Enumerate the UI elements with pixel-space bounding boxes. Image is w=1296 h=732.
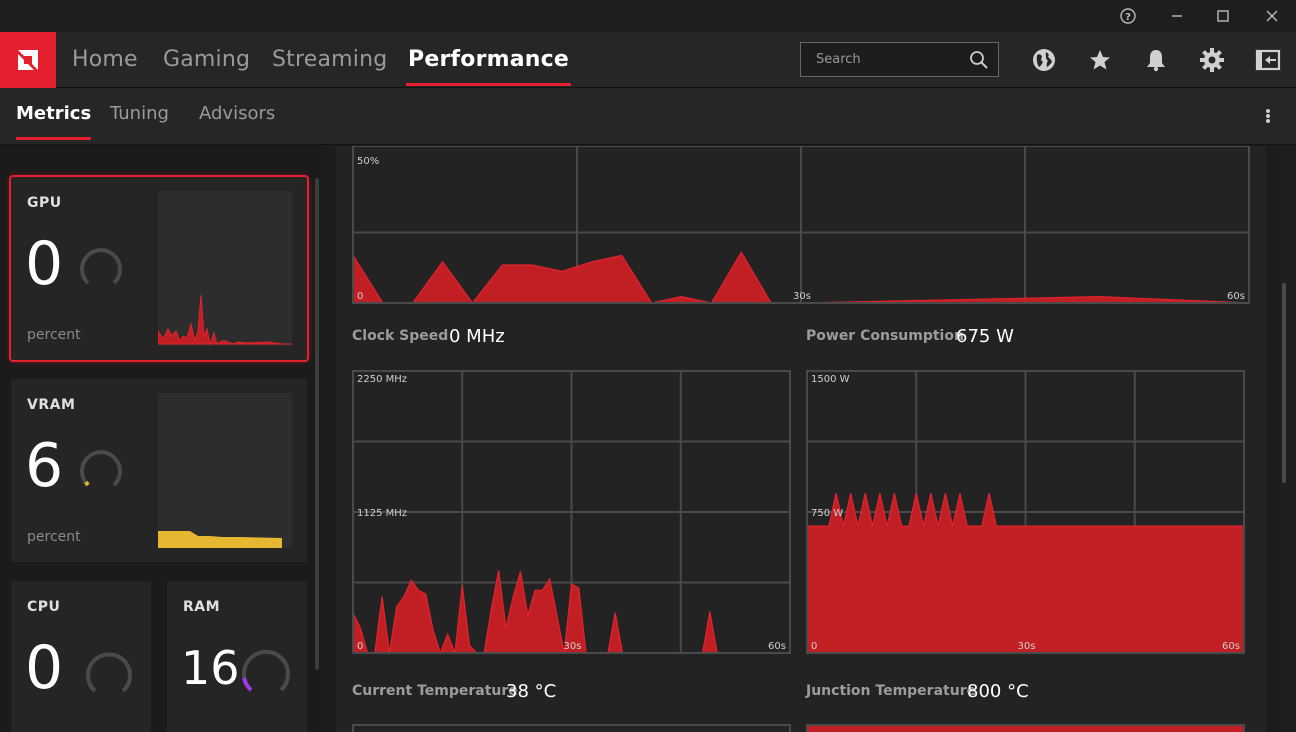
right-scrollbar[interactable] (1282, 283, 1286, 483)
current-temperature-chart (352, 724, 791, 732)
power-consumption-chart: 1500 W 750 W 0 30s 60s (806, 370, 1245, 654)
globe-icon[interactable] (1030, 46, 1058, 74)
gpu-value: 0 (25, 229, 64, 299)
series-area (352, 251, 1250, 304)
star-icon[interactable] (1086, 46, 1114, 74)
chart-border (352, 370, 791, 654)
current-temperature-label: Current Temperature (352, 683, 518, 699)
series-area (806, 493, 1245, 654)
junction-temperature-label: Junction Temperature (806, 683, 977, 699)
tab-advisors[interactable]: Advisors (199, 103, 276, 124)
amd-logo[interactable] (0, 32, 56, 88)
search-input[interactable]: Search (816, 52, 861, 67)
y-tick-label-top: 2250 MHz (357, 374, 407, 385)
nav-home[interactable]: Home (72, 47, 138, 72)
gpu-unit: percent (27, 327, 81, 343)
current-temperature-value: 38 °C (506, 681, 557, 702)
clock-speed-chart: 2250 MHz 1125 MHz 0 30s 60s (352, 370, 791, 654)
ram-card[interactable]: RAM 16 (167, 581, 307, 732)
clock-speed-value: 0 MHz (449, 326, 505, 347)
vram-unit: percent (27, 529, 81, 545)
gpu-gauge (80, 248, 122, 285)
junction-temperature-value: 800 °C (967, 681, 1029, 702)
chart-border (352, 146, 1250, 304)
x-tick-label-mid: 30s (1018, 641, 1036, 652)
gpu-utilization-chart: 50% 0 30s 60s (352, 146, 1250, 304)
power-consumption-label: Power Consumption (806, 328, 964, 344)
tab-tuning[interactable]: Tuning (110, 103, 169, 124)
more-options-icon[interactable] (1258, 104, 1278, 128)
gpu-card[interactable]: GPU 0 percent (9, 175, 309, 362)
sub-navigation: Metrics Tuning Advisors (0, 88, 1296, 145)
exit-icon[interactable] (1254, 46, 1282, 74)
nav-streaming[interactable]: Streaming (272, 47, 388, 72)
chart-border (806, 370, 1245, 654)
nav-performance[interactable]: Performance (405, 32, 572, 88)
vram-label: VRAM (27, 397, 76, 413)
nav-gaming[interactable]: Gaming (163, 47, 251, 72)
ram-label: RAM (183, 599, 221, 615)
tab-metrics[interactable]: Metrics (16, 103, 92, 140)
search-box[interactable]: Search (800, 42, 999, 77)
x-tick-label-mid: 30s (793, 291, 811, 302)
y-tick-label-middle: 1125 MHz (357, 508, 407, 519)
help-icon[interactable]: ? (1105, 0, 1151, 32)
x-tick-label-start: 0 (811, 641, 817, 652)
ram-value: 16 (181, 641, 240, 695)
y-tick-label-top: 1500 W (811, 374, 850, 385)
y-tick-label-middle: 750 W (811, 508, 843, 519)
title-bar: ? (0, 0, 1296, 32)
main-navigation: Home Gaming Streaming Performance Search (0, 32, 1296, 88)
vram-gauge (80, 450, 122, 487)
y-tick-label-top: 50% (357, 156, 379, 167)
x-tick-label-end: 60s (1227, 291, 1245, 302)
search-icon[interactable] (969, 50, 989, 74)
vram-value: 6 (25, 431, 64, 501)
x-tick-label-start: 0 (357, 291, 363, 302)
cpu-value: 0 (25, 633, 64, 703)
metric-cards-panel: GPU 0 percent VRAM 6 percent CPU 0 (0, 146, 322, 732)
bell-icon[interactable] (1142, 46, 1170, 74)
x-tick-label-start: 0 (357, 641, 363, 652)
x-tick-label-end: 60s (768, 641, 786, 652)
x-tick-label-mid: 30s (564, 641, 582, 652)
close-icon[interactable] (1249, 0, 1295, 32)
svg-text:?: ? (1125, 12, 1131, 23)
vram-mini-chart (158, 393, 292, 548)
gpu-label: GPU (27, 195, 62, 211)
cpu-label: CPU (27, 599, 61, 615)
ram-gauge (242, 649, 290, 692)
clock-speed-label: Clock Speed (352, 328, 449, 344)
maximize-icon[interactable] (1200, 0, 1246, 32)
x-tick-label-end: 60s (1222, 641, 1240, 652)
power-consumption-value: 675 W (956, 326, 1014, 347)
cpu-gauge (86, 652, 132, 693)
cpu-card[interactable]: CPU 0 (11, 581, 151, 732)
left-scrollbar[interactable] (315, 178, 319, 670)
junction-temperature-chart (806, 724, 1245, 732)
vram-card[interactable]: VRAM 6 percent (11, 379, 307, 562)
gear-icon[interactable] (1198, 46, 1226, 74)
minimize-icon[interactable] (1154, 0, 1200, 32)
gpu-mini-chart (157, 191, 292, 346)
